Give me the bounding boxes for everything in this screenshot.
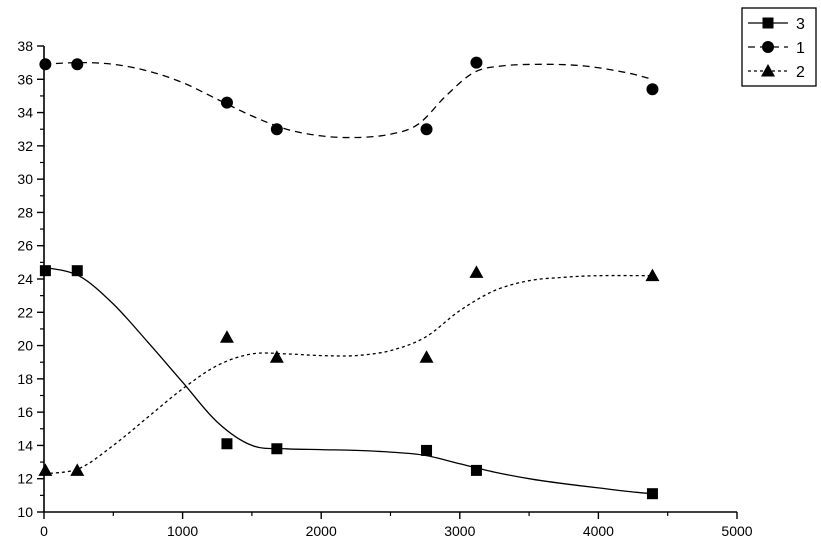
series-1-point bbox=[270, 123, 283, 136]
legend-label-1: 1 bbox=[796, 40, 805, 57]
series-2-point bbox=[70, 463, 85, 476]
series-2-point bbox=[219, 330, 234, 343]
series-3-point bbox=[470, 464, 482, 476]
x-tick-label: 0 bbox=[40, 523, 48, 539]
series-1-point bbox=[420, 123, 433, 136]
series-2-curve bbox=[43, 274, 653, 475]
series-1-curve bbox=[43, 61, 653, 139]
y-tick-label: 34 bbox=[17, 105, 33, 121]
axes: 0 1000 2000 3000 4000 5000 10 12 14 16 18 20 22 24 26 2… bbox=[17, 38, 752, 539]
y-tick-label: 24 bbox=[17, 271, 33, 287]
legend-label-2: 2 bbox=[796, 64, 805, 81]
x-tick-label: 4000 bbox=[583, 523, 614, 539]
legend-marker-2 bbox=[761, 64, 775, 77]
y-tick-label: 26 bbox=[17, 238, 33, 254]
x-tick-label: 5000 bbox=[721, 523, 752, 539]
series-3-point bbox=[646, 488, 658, 500]
series-3-point bbox=[39, 265, 51, 277]
series-2-point bbox=[645, 268, 660, 282]
y-tick-label: 12 bbox=[17, 471, 33, 487]
x-tick-label: 2000 bbox=[306, 523, 337, 539]
series-2-point bbox=[469, 265, 484, 278]
legend-marker-1 bbox=[762, 41, 774, 53]
y-tick-label: 36 bbox=[17, 71, 33, 87]
series-3-point bbox=[221, 438, 233, 450]
fit-curves bbox=[43, 61, 653, 495]
x-tick-label: 1000 bbox=[167, 523, 198, 539]
y-tick-label: 20 bbox=[17, 338, 33, 354]
series-3-point bbox=[271, 443, 283, 455]
series-1-point bbox=[71, 58, 84, 71]
y-tick-label: 16 bbox=[17, 404, 33, 420]
series-3-curve bbox=[43, 266, 653, 495]
series-3-point bbox=[421, 444, 433, 456]
series-1-point bbox=[39, 58, 52, 71]
legend-marker-3 bbox=[762, 17, 774, 29]
y-tick-label: 14 bbox=[17, 437, 33, 453]
x-tick-label: 3000 bbox=[444, 523, 475, 539]
y-tick-label: 30 bbox=[17, 171, 33, 187]
legend-label-3: 3 bbox=[796, 16, 805, 33]
y-tick-label: 32 bbox=[17, 138, 33, 154]
y-tick-label: 38 bbox=[17, 38, 33, 54]
y-tick-label: 18 bbox=[17, 371, 33, 387]
y-tick-label: 28 bbox=[17, 204, 33, 220]
series-2-point bbox=[38, 463, 53, 476]
y-tick-label: 22 bbox=[17, 304, 33, 320]
y-tick-label: 10 bbox=[17, 504, 33, 520]
series-1-point bbox=[220, 96, 233, 109]
series-3-point bbox=[71, 265, 83, 277]
series-1-point bbox=[646, 83, 659, 96]
series-1-point bbox=[470, 56, 483, 69]
series-2-point bbox=[419, 350, 434, 363]
series-2-point bbox=[269, 350, 284, 363]
legend: 3 1 2 bbox=[741, 7, 817, 87]
data-markers bbox=[38, 56, 660, 500]
